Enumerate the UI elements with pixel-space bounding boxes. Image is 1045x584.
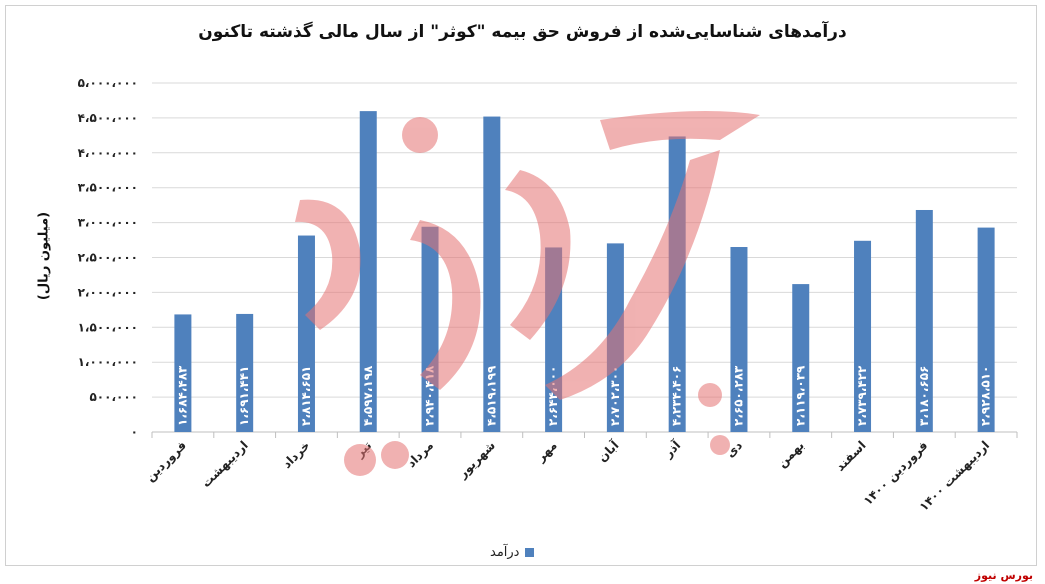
x-tick-label: شهریور: [455, 438, 499, 482]
y-tick-label: ۱،۵۰۰،۰۰۰: [78, 320, 138, 334]
bar-value-label: ۲،۷۳۹،۴۲۲: [855, 365, 869, 426]
legend-label: درآمد: [490, 545, 520, 560]
bar-value-label: ۲،۱۱۹،۰۳۹: [793, 365, 807, 426]
bar: [297, 235, 315, 432]
x-tick-label: فروردین: [143, 438, 190, 485]
y-tick-label: ۰: [131, 425, 138, 439]
x-tick-label: خرداد: [280, 438, 313, 471]
y-tick-label: ۳،۵۰۰،۰۰۰: [78, 181, 138, 195]
bar-value-label: ۴،۵۱۹،۱۹۹: [484, 365, 498, 426]
bar: [792, 284, 810, 432]
bar: [174, 314, 192, 432]
bar: [730, 247, 748, 432]
value-labels: ۱،۶۸۴،۴۸۳ ۱،۶۹۱،۴۴۱ ۲،۸۱۴،۶۵۱ ۴،۵۹۷،۱۹۸ ۲،۹۴…: [175, 365, 992, 426]
y-tick-label: ۲،۰۰۰،۰۰۰: [78, 285, 138, 299]
x-tick-label: فروردین ۱۴۰۰: [861, 438, 931, 508]
y-tick-label: ۳،۰۰۰،۰۰۰: [78, 216, 138, 230]
bar-value-label: ۱،۶۹۱،۴۴۱: [237, 366, 251, 426]
bar-value-label: ۱،۶۸۴،۴۸۳: [175, 365, 189, 426]
bar: [483, 116, 501, 432]
x-tick-label: اردیبهشت: [199, 438, 251, 490]
bar: [915, 209, 933, 432]
source-label: بورس نیوز: [974, 569, 1033, 582]
y-tick-label: ۵۰۰،۰۰۰: [89, 390, 138, 404]
bar: [977, 227, 995, 432]
chart-title: درآمدهای شناسایی‌شده از فروش حق بیمه "کو…: [198, 22, 847, 42]
bar: [236, 313, 254, 432]
bar-value-label: ۳،۱۸۰،۶۵۶: [917, 366, 931, 426]
bar-value-label: ۲،۸۱۴،۶۵۱: [299, 366, 313, 426]
x-tick-labels: فروردیناردیبهشتخردادتیرمردادشهریورمهرآبا…: [143, 437, 992, 514]
y-tick-label: ۱،۰۰۰،۰۰۰: [78, 355, 138, 369]
x-tick-label: مهر: [533, 438, 560, 465]
bar-value-label: ۴،۵۹۷،۱۹۸: [361, 365, 375, 426]
bar-value-label: ۲،۹۲۸،۵۱۰: [979, 366, 993, 426]
y-tick-label: ۲،۵۰۰،۰۰۰: [78, 251, 138, 265]
grid-lines: [151, 82, 1018, 438]
watermark: [295, 111, 760, 476]
x-tick-label: آذر: [660, 437, 684, 461]
y-tick-label: ۵،۰۰۰،۰۰۰: [78, 76, 138, 90]
bar-value-label: ۲،۶۵۰،۲۸۳: [731, 365, 745, 426]
y-tick-labels: ۰ ۵۰۰،۰۰۰ ۱،۰۰۰،۰۰۰ ۱،۵۰۰،۰۰۰ ۲،۰۰۰،۰۰۰ ۲،۵۰۰…: [78, 76, 138, 439]
x-tick-label: آبان: [594, 437, 622, 465]
bar: [359, 111, 377, 433]
y-tick-label: ۴،۰۰۰،۰۰۰: [78, 146, 138, 160]
bar: [854, 240, 872, 432]
bar-value-label: ۴،۲۳۴،۴۰۶: [670, 366, 684, 426]
bar-value-label: ۲،۷۰۲،۳۰۰: [608, 366, 622, 426]
y-tick-label: ۴،۵۰۰،۰۰۰: [78, 111, 138, 125]
x-tick-label: اسفند: [833, 438, 869, 474]
legend: درآمد: [490, 545, 535, 560]
x-tick-label: بهمن: [775, 438, 807, 470]
legend-swatch: [525, 548, 535, 557]
